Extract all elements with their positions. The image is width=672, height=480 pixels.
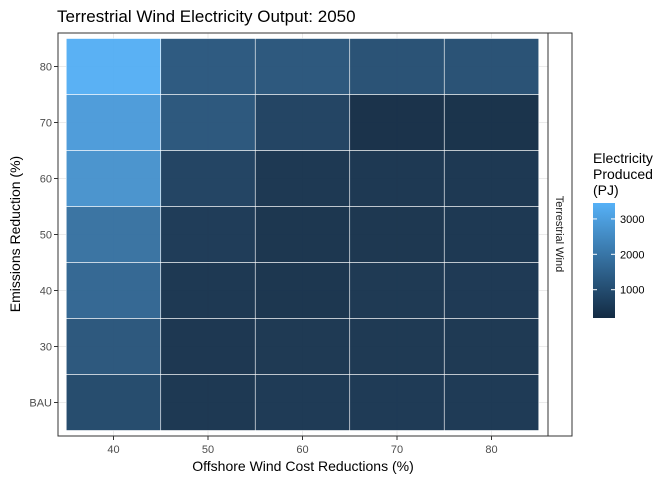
heatmap-tile <box>160 262 256 319</box>
heatmap-tile <box>443 150 540 207</box>
heatmap-tile <box>65 262 162 319</box>
x-axis-title: Offshore Wind Cost Reductions (%) <box>192 458 414 474</box>
heatmap-tile <box>349 206 445 263</box>
heatmap-tile <box>254 262 351 319</box>
x-tick-label: 50 <box>202 444 214 456</box>
heatmap-tile <box>443 374 540 431</box>
heatmap-tile <box>349 150 445 207</box>
facet-strip <box>547 32 573 437</box>
chart-title: Terrestrial Wind Electricity Output: 205… <box>57 7 356 26</box>
heatmap-tile <box>349 38 445 95</box>
heatmap-tile <box>65 206 162 263</box>
heatmap-tile <box>254 318 351 375</box>
heatmap-tile <box>160 318 256 375</box>
facet-strip-label: Terrestrial Wind <box>553 196 565 272</box>
legend-tick-label: 2000 <box>620 249 644 261</box>
heatmap-tiles <box>65 38 540 431</box>
y-tick-label: BAU <box>29 398 52 410</box>
heatmap-tile <box>349 94 445 151</box>
legend-ticks: 1000 2000 3000 <box>593 214 644 297</box>
heatmap-tile <box>443 318 540 375</box>
x-tick-label: 80 <box>485 444 497 456</box>
legend-title-line-1: Electricity <box>593 150 653 166</box>
heatmap-tile <box>65 374 162 431</box>
legend-tick-label: 1000 <box>620 285 644 297</box>
color-legend: Electricity Produced (PJ) 1000 2000 3000 <box>593 150 653 318</box>
x-tick-label: 70 <box>391 444 403 456</box>
heatmap-tile <box>65 94 162 151</box>
legend-tick-label: 3000 <box>620 214 644 226</box>
heatmap-tile <box>254 38 351 95</box>
legend-title-line-3: (PJ) <box>593 182 619 198</box>
heatmap-tile <box>254 94 351 151</box>
y-tick-label: 60 <box>40 174 52 186</box>
heatmap-tile <box>349 374 445 431</box>
heatmap-tile <box>443 262 540 319</box>
heatmap-tile <box>160 206 256 263</box>
heatmap-tile <box>349 262 445 319</box>
x-axis-ticks: 40 50 60 70 80 <box>107 436 498 456</box>
y-tick-label: 80 <box>40 62 52 74</box>
y-tick-label: 50 <box>40 230 52 242</box>
x-tick-label: 40 <box>107 444 119 456</box>
heatmap-tile <box>254 150 351 207</box>
heatmap-tile <box>160 94 256 151</box>
y-tick-label: 30 <box>40 342 52 354</box>
x-tick-label: 60 <box>296 444 308 456</box>
y-axis-title: Emissions Reduction (%) <box>7 156 23 312</box>
heatmap-tile <box>160 150 256 207</box>
legend-title-line-2: Produced <box>593 166 653 182</box>
heatmap-tile <box>65 150 162 207</box>
legend-colorbar <box>593 203 615 318</box>
y-tick-label: 40 <box>40 286 52 298</box>
heatmap-tile <box>254 206 351 263</box>
heatmap-tile <box>65 38 162 95</box>
heatmap-tile <box>160 38 256 95</box>
heatmap-tile <box>443 206 540 263</box>
heatmap-tile <box>65 318 162 375</box>
heatmap-tile <box>254 374 351 431</box>
y-axis-ticks: BAU 30 40 50 60 70 80 <box>29 62 58 410</box>
y-tick-label: 70 <box>40 118 52 130</box>
heatmap-tile <box>443 38 540 95</box>
heatmap-tile <box>349 318 445 375</box>
heatmap-tile <box>443 94 540 151</box>
heatmap-tile <box>160 374 256 431</box>
